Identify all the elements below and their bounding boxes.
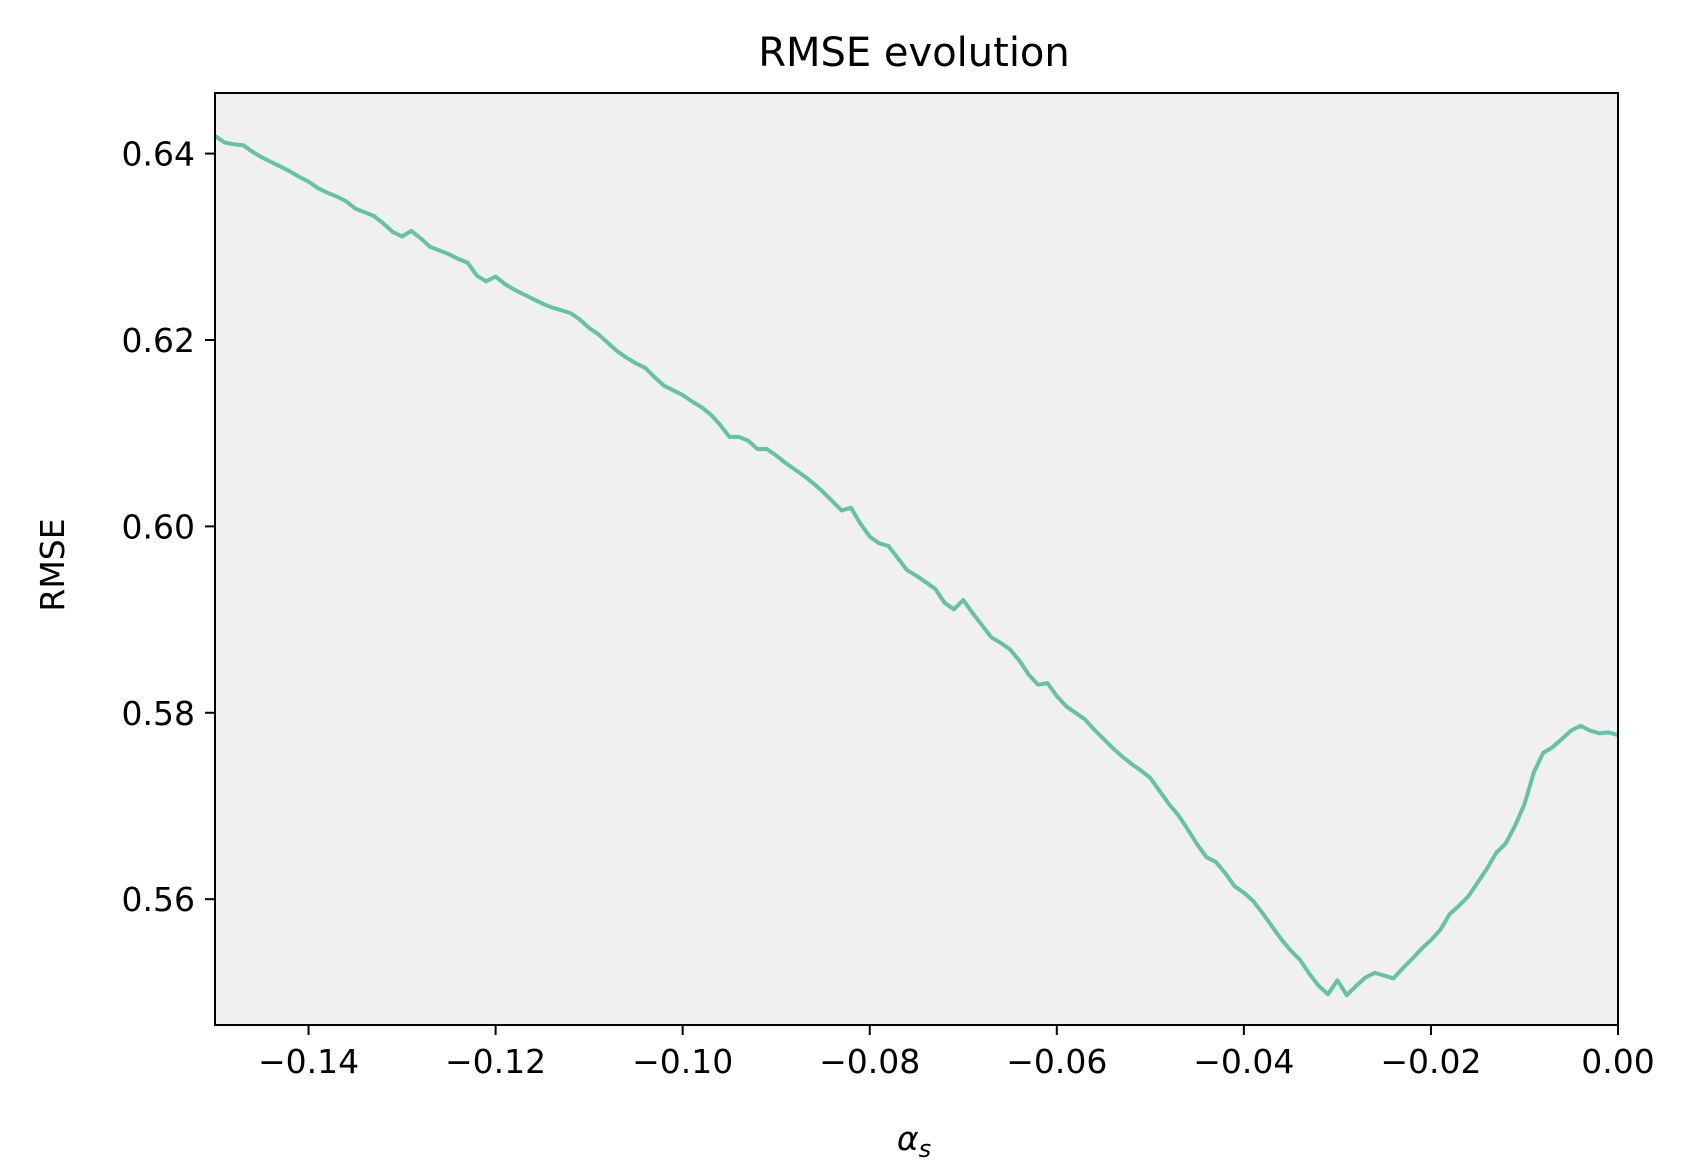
plot-frame — [214, 92, 1619, 1026]
x-axis-title: αs — [897, 1119, 931, 1163]
plot-area-background — [215, 93, 1618, 1025]
plot-series-layer — [213, 134, 1619, 998]
series-line — [213, 134, 1619, 998]
x-tick-label: −0.12 — [445, 1042, 546, 1081]
y-axis-title: RMSE — [33, 518, 72, 611]
x-tick-label: −0.06 — [1006, 1042, 1107, 1081]
chart-title: RMSE evolution — [758, 30, 1070, 76]
y-tick-label: 0.64 — [122, 135, 195, 174]
y-tick-label: 0.62 — [122, 321, 195, 360]
y-tick-label: 0.60 — [122, 507, 195, 546]
x-tick-label: −0.10 — [632, 1042, 733, 1081]
x-tick-label: 0.00 — [1581, 1042, 1654, 1081]
x-axis-title-main: α — [897, 1119, 919, 1158]
x-tick-label: −0.02 — [1380, 1042, 1481, 1081]
x-axis-ticks: −0.14 −0.12 −0.10 −0.08 −0.06 −0.04 −0.02 0.00 — [258, 1025, 1655, 1081]
x-tick-label: −0.14 — [258, 1042, 359, 1081]
y-axis-ticks: 0.56 0.58 0.60 0.62 0.64 — [122, 135, 215, 919]
y-tick-label: 0.56 — [122, 880, 195, 919]
x-tick-label: −0.08 — [819, 1042, 920, 1081]
y-tick-label: 0.58 — [122, 694, 195, 733]
x-axis-title-subscript: s — [919, 1135, 932, 1163]
x-tick-label: −0.04 — [1193, 1042, 1294, 1081]
